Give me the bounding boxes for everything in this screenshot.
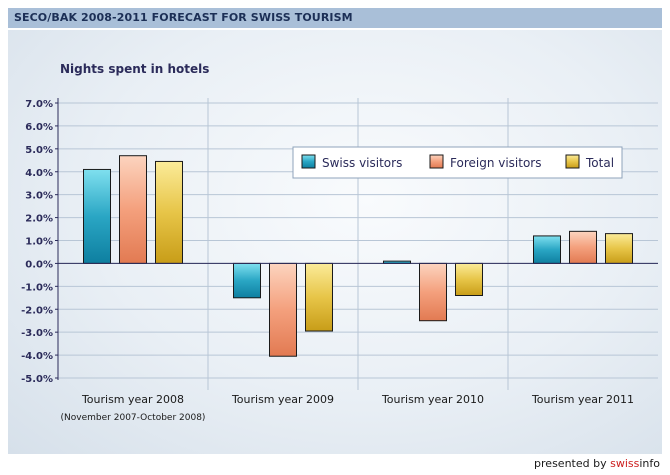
x-category-note: (November 2007-October 2008) — [61, 413, 206, 423]
bar-foreign-visitors — [419, 262, 447, 322]
legend-swatch-swiss-visitors — [301, 154, 316, 169]
y-tick-label: 3.0% — [25, 191, 53, 202]
legend-swatch-foreign-visitors — [429, 154, 444, 169]
bar-foreign-visitors — [119, 155, 147, 264]
y-tick-label: 7.0% — [25, 99, 53, 110]
chart-title: Nights spent in hotels — [60, 62, 209, 76]
bar-total — [305, 262, 333, 332]
bar-total — [605, 233, 633, 264]
y-tick-label: 5.0% — [25, 145, 53, 156]
bar-foreign-visitors — [269, 262, 297, 357]
bar-swiss-visitors — [533, 235, 561, 264]
y-tick-label: 0.0% — [25, 259, 53, 270]
legend-label: Swiss visitors — [322, 156, 402, 170]
x-category-label: Tourism year 2009 — [231, 393, 334, 406]
bar-total — [155, 160, 183, 264]
y-tick-label: 4.0% — [25, 168, 53, 179]
bar-foreign-visitors — [569, 230, 597, 264]
header-bar: SECO/BAK 2008-2011 FORECAST FOR SWISS TO… — [8, 8, 662, 28]
y-tick-label: -5.0% — [21, 374, 53, 385]
footer-brand-b: info — [639, 457, 660, 470]
legend-label: Foreign visitors — [450, 156, 542, 170]
bar-swiss-visitors — [83, 168, 111, 264]
y-tick-label: 2.0% — [25, 214, 53, 225]
y-tick-label: 1.0% — [25, 237, 53, 248]
y-tick-label: 6.0% — [25, 122, 53, 133]
bar-total — [455, 262, 483, 296]
y-tick-label: -3.0% — [21, 328, 53, 339]
x-category-label: Tourism year 2011 — [531, 393, 634, 406]
x-category-label: Tourism year 2010 — [381, 393, 484, 406]
footer-brand-a: swiss — [610, 457, 640, 470]
header-title: SECO/BAK 2008-2011 FORECAST FOR SWISS TO… — [14, 11, 353, 24]
y-tick-label: -2.0% — [21, 305, 53, 316]
bar-swiss-visitors — [233, 262, 261, 299]
footer-credit: presented by swissinfo — [534, 457, 660, 470]
legend-label: Total — [585, 156, 614, 170]
y-tick-label: -4.0% — [21, 351, 53, 362]
footer-prefix: presented by — [534, 457, 611, 470]
legend-swatch-total — [565, 154, 580, 169]
x-category-label: Tourism year 2008 — [81, 393, 184, 406]
y-tick-label: -1.0% — [21, 282, 53, 293]
